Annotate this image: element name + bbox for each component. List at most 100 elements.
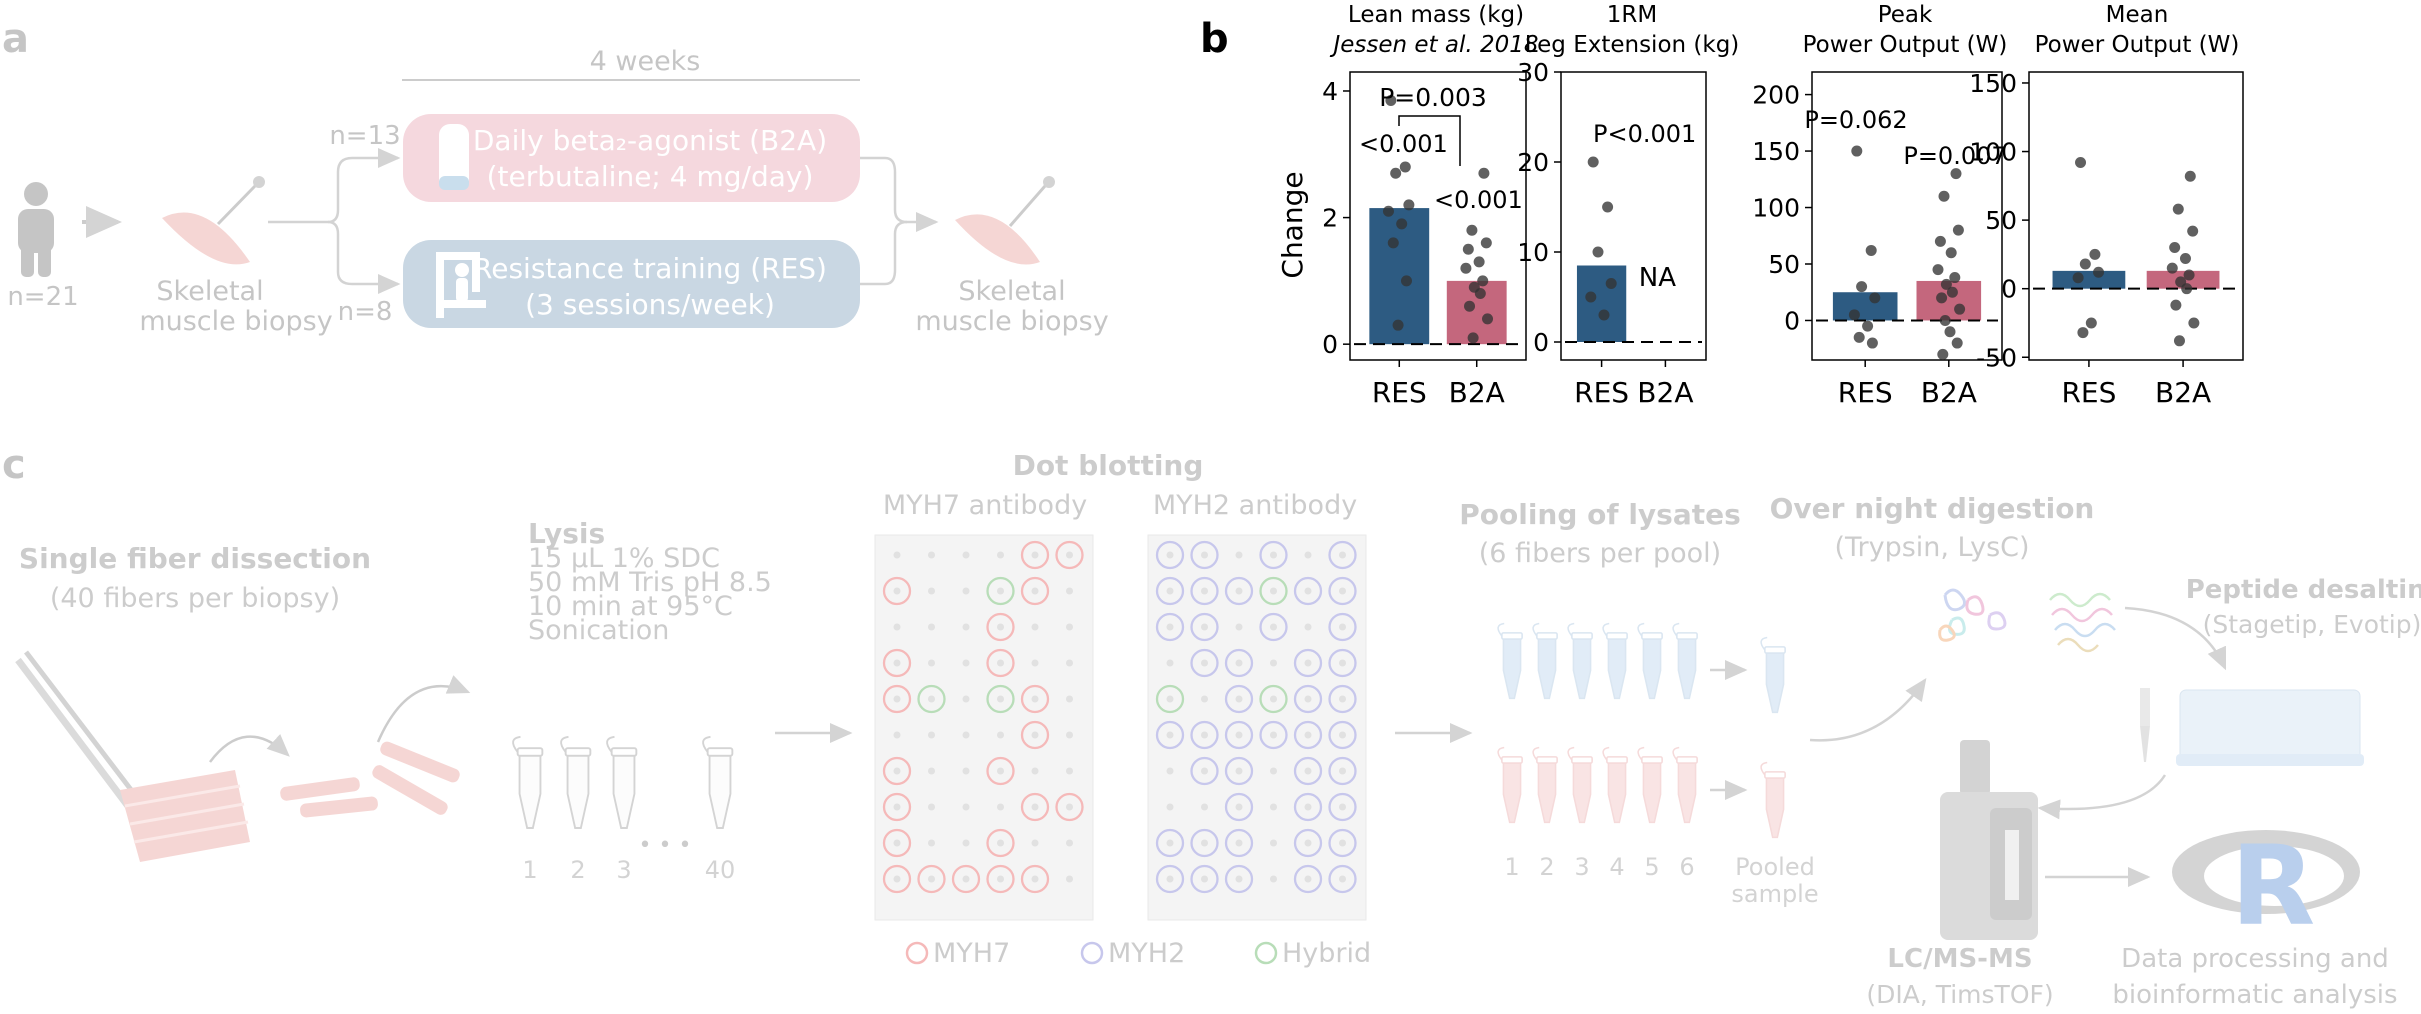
myh7-dot-circle-9-4 (1020, 864, 1050, 894)
chart-3-point-b2a-14 (1937, 348, 1949, 360)
pool-tube-red-1 (1497, 746, 1523, 824)
chart-4-frame (2028, 71, 2244, 361)
chart-1-point-b2a-5 (1460, 262, 1472, 274)
n-res-label: n=8 (338, 297, 393, 327)
chart-3-xtick-label-res: RES (1838, 376, 1893, 409)
myh7-dot-circle-9-2 (951, 864, 981, 894)
muscle-bundle-icon (120, 770, 250, 862)
chart-3-point-b2a-11 (1939, 314, 1951, 326)
pool-tube-blue-4 (1602, 622, 1628, 700)
pooled-tube-blue (1760, 636, 1786, 714)
myh7-dot-spot-0-3 (997, 551, 1004, 559)
myh2-dot-spot-6-4 (1304, 767, 1312, 775)
myh7-dot-circle-5-4 (1020, 720, 1050, 750)
chart-2: 1RM Leg Extension (kg) 0 10 20 30 RES B2A P<0.00… (1517, 2, 1739, 409)
myh7-dot-spot-8-2 (962, 839, 970, 847)
myh2-dot-circle-4-2 (1224, 684, 1254, 714)
lysis-title: Lysis (528, 517, 605, 550)
pool-tube-blue-2 (1532, 622, 1558, 700)
chart-3-point-res-4 (1848, 309, 1860, 321)
biopsy-post-line1: Skeletal (958, 276, 1065, 307)
myh2-dots (1155, 540, 1357, 894)
pool-tube-red-6 (1672, 746, 1698, 824)
pool-number-3: 3 (1574, 853, 1589, 881)
chart-4-point-res-3 (2093, 266, 2105, 278)
chart-3-title-line1: Peak (1878, 2, 1933, 28)
lcms-title: LC/MS-MS (1887, 944, 2032, 974)
myh7-dot-spot-3-1 (928, 659, 935, 667)
myh2-dot-circle-4-3 (1259, 684, 1288, 714)
pool-number-4: 4 (1609, 853, 1624, 881)
chart-3-point-b2a-13 (1951, 337, 1963, 349)
chart-4-point-b2a-4 (2179, 253, 2191, 265)
myh7-dot-spot-9-5 (1066, 875, 1073, 883)
pool-number-5: 5 (1644, 853, 1659, 881)
chart-4-ytick-label-1: 0 (2001, 275, 2017, 304)
myh2-dot-circle-6-4 (1293, 756, 1323, 786)
mass-spectrometer-icon (1940, 740, 2038, 940)
myh7-dot-spot-7-2 (962, 803, 970, 811)
chart-1-annotation-res: <0.001 (1359, 130, 1448, 158)
myh2-dot-circle-9-0 (1155, 864, 1185, 894)
myh7-dot-circle-2-3 (986, 612, 1015, 642)
pool-tube-red-3 (1567, 746, 1593, 824)
myh7-dot-spot-7-3 (997, 803, 1004, 811)
myh7-dot-spot-9-4 (1031, 875, 1039, 883)
myh2-dot-spot-0-0 (1166, 551, 1174, 559)
digestion-subtitle: (Trypsin, LysC) (1834, 532, 2029, 563)
chart-3-point-res-6 (1853, 331, 1865, 343)
myh7-dot-circle-8-0 (882, 828, 912, 858)
chart-2-ytick-label-1: 10 (1517, 238, 1549, 267)
myh7-dot-circle-9-3 (986, 864, 1015, 894)
chart-4-ytick-label-2: 50 (1985, 206, 2017, 235)
tube-label-1: 1 (522, 856, 537, 884)
myh7-dot-circle-6-0 (882, 756, 912, 786)
chart-1-point-res-4 (1382, 205, 1394, 217)
chart-1-point-b2a-3 (1462, 243, 1474, 255)
myh2-dot-spot-9-2 (1235, 875, 1243, 883)
chart-4-title-line1: Mean (2106, 2, 2169, 28)
chart-2-point-res-5 (1598, 309, 1610, 321)
chart-1-point-res-0 (1385, 94, 1397, 106)
chart-2-annotation-res: P<0.001 (1593, 120, 1696, 148)
myh7-dot-spot-6-2 (962, 767, 970, 775)
chart-3-point-res-1 (1865, 244, 1877, 256)
myh2-antibody-label: MYH2 antibody (1153, 490, 1357, 521)
myh2-dot-circle-8-5 (1328, 828, 1357, 858)
analysis-line1: Data processing and (2121, 944, 2389, 974)
myh7-dot-circle-1-0 (882, 576, 912, 606)
chart-4-bar-res (2052, 270, 2126, 289)
myh2-dot-spot-5-3 (1270, 731, 1277, 739)
pool-tube-blue-6 (1672, 622, 1698, 700)
chart-3-point-b2a-6 (1949, 272, 1961, 284)
myh2-dot-circle-6-5 (1328, 756, 1357, 786)
chart-3-ytick-label-0: 0 (1784, 306, 1800, 335)
chart-2-point-res-1 (1602, 201, 1614, 213)
chart-4-xtick-label-res: RES (2061, 376, 2116, 409)
chart-1-annotation-b2a: <0.001 (1434, 186, 1523, 214)
myh7-dot-spot-1-2 (962, 587, 970, 595)
myh7-dot-spot-7-0 (893, 803, 901, 811)
myh7-dot-spot-5-1 (928, 731, 935, 739)
myh2-dot-spot-0-3 (1270, 551, 1277, 559)
chart-1-ytick-label-2: 4 (1322, 77, 1338, 106)
panel-b: b Change Lean mass (kg) Jessen et al. 201… (1200, 2, 2244, 409)
pooled-label-line2: sample (1731, 880, 1818, 908)
tube-ellipsis: • • • (639, 833, 692, 858)
peptide-strands-icon (2049, 592, 2116, 653)
myh2-dot-spot-9-4 (1304, 875, 1312, 883)
myh2-dot-circle-5-3 (1259, 720, 1288, 750)
legend-hybrid-label: Hybrid (1282, 938, 1371, 969)
lysis-tube-2 (560, 735, 592, 829)
chart-3-point-res-5 (1862, 320, 1874, 332)
pool-tube-red-5 (1637, 746, 1663, 824)
myh2-dot-spot-6-1 (1201, 767, 1208, 775)
chart-2-point-res-4 (1585, 291, 1597, 303)
myh2-dot-circle-0-0 (1155, 540, 1185, 570)
myh7-dot-spot-0-1 (928, 551, 935, 559)
chart-4-point-b2a-1 (2172, 203, 2184, 215)
chart-1-point-res-7 (1400, 275, 1412, 287)
desalting-title: Peptide desalting (2186, 575, 2421, 605)
myh2-dot-circle-9-1 (1190, 864, 1219, 894)
myh2-dot-circle-4-5 (1328, 684, 1357, 714)
